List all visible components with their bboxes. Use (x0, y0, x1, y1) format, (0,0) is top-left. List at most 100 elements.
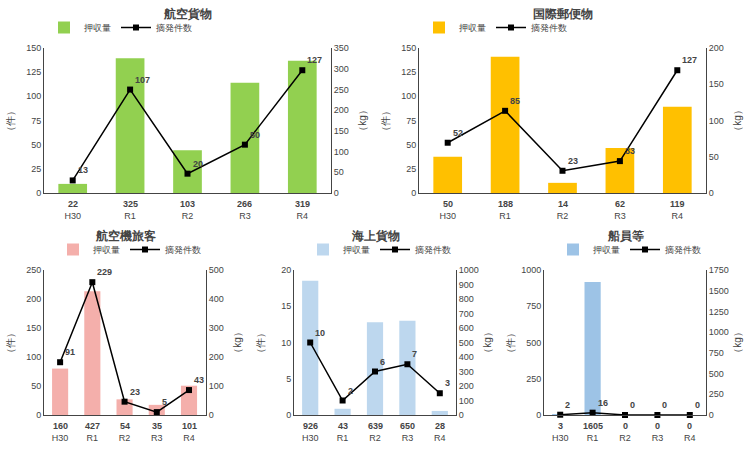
svg-text:150: 150 (401, 43, 416, 53)
svg-text:3: 3 (445, 378, 450, 388)
svg-text:0: 0 (459, 410, 464, 420)
svg-text:6: 6 (380, 357, 385, 367)
svg-text:1605: 1605 (583, 421, 603, 431)
svg-text:700: 700 (459, 309, 474, 319)
svg-text:500: 500 (209, 265, 224, 275)
svg-text:0: 0 (334, 188, 339, 198)
svg-text:R2: R2 (119, 433, 131, 443)
svg-text:300: 300 (459, 367, 474, 377)
svg-text:1250: 1250 (709, 307, 729, 317)
svg-text:100: 100 (26, 91, 41, 101)
svg-text:（件）: （件） (380, 106, 391, 136)
svg-text:R2: R2 (619, 433, 631, 443)
svg-text:100: 100 (26, 352, 41, 362)
svg-text:14: 14 (558, 199, 568, 209)
svg-text:35: 35 (152, 421, 162, 431)
svg-text:押収量: 押収量 (593, 245, 620, 255)
svg-text:100: 100 (459, 396, 474, 406)
svg-text:1000: 1000 (521, 265, 541, 275)
svg-text:0: 0 (695, 400, 700, 410)
svg-text:16: 16 (598, 398, 608, 408)
svg-text:50: 50 (334, 167, 344, 177)
svg-text:0: 0 (630, 400, 635, 410)
svg-text:639: 639 (368, 421, 383, 431)
svg-text:500: 500 (459, 338, 474, 348)
svg-text:（kg）: （kg） (232, 327, 243, 358)
svg-text:107: 107 (135, 75, 150, 85)
svg-text:0: 0 (536, 410, 541, 420)
svg-text:航空貨物: 航空貨物 (163, 7, 212, 21)
svg-text:150: 150 (26, 43, 41, 53)
svg-text:50: 50 (31, 381, 41, 391)
svg-text:33: 33 (625, 146, 635, 156)
svg-text:3: 3 (558, 421, 563, 431)
svg-text:43: 43 (338, 421, 348, 431)
svg-text:7: 7 (412, 349, 417, 359)
svg-text:1750: 1750 (709, 265, 729, 275)
svg-text:800: 800 (459, 294, 474, 304)
svg-text:52: 52 (453, 128, 463, 138)
svg-text:（件）: （件） (5, 328, 16, 358)
svg-text:266: 266 (237, 199, 252, 209)
svg-text:250: 250 (334, 85, 349, 95)
svg-text:（件）: （件） (505, 328, 516, 358)
svg-text:50: 50 (250, 130, 260, 140)
svg-text:20: 20 (193, 159, 203, 169)
svg-text:500: 500 (526, 338, 541, 348)
svg-text:R4: R4 (434, 433, 446, 443)
svg-text:103: 103 (180, 199, 195, 209)
svg-text:200: 200 (209, 352, 224, 362)
svg-text:0: 0 (655, 421, 660, 431)
svg-text:75: 75 (31, 116, 41, 126)
svg-text:50: 50 (443, 199, 453, 209)
svg-text:R4: R4 (297, 211, 309, 221)
svg-text:127: 127 (682, 55, 697, 65)
svg-text:400: 400 (209, 294, 224, 304)
svg-text:0: 0 (209, 410, 214, 420)
svg-text:28: 28 (435, 421, 445, 431)
svg-text:200: 200 (26, 294, 41, 304)
svg-text:0: 0 (623, 421, 628, 431)
svg-text:0: 0 (36, 188, 41, 198)
svg-text:150: 150 (334, 126, 349, 136)
svg-text:0: 0 (411, 188, 416, 198)
svg-text:R1: R1 (124, 211, 136, 221)
svg-text:62: 62 (615, 199, 625, 209)
svg-text:54: 54 (120, 421, 130, 431)
svg-text:R4: R4 (183, 433, 195, 443)
svg-text:350: 350 (334, 43, 349, 53)
svg-text:43: 43 (194, 375, 204, 385)
svg-text:101: 101 (182, 421, 197, 431)
svg-text:926: 926 (303, 421, 318, 431)
svg-text:摘発件数: 摘発件数 (156, 23, 192, 33)
svg-text:0: 0 (286, 410, 291, 420)
svg-text:（kg）: （kg） (482, 327, 493, 358)
svg-text:1500: 1500 (709, 286, 729, 296)
svg-text:1000: 1000 (459, 265, 479, 275)
svg-text:R3: R3 (239, 211, 251, 221)
svg-text:200: 200 (459, 381, 474, 391)
svg-text:摘発件数: 摘発件数 (531, 23, 567, 33)
svg-text:H30: H30 (302, 433, 319, 443)
svg-text:500: 500 (709, 369, 724, 379)
svg-text:2: 2 (348, 386, 353, 396)
svg-text:2: 2 (565, 400, 570, 410)
svg-text:150: 150 (26, 323, 41, 333)
svg-text:25: 25 (31, 164, 41, 174)
svg-text:10: 10 (315, 328, 325, 338)
svg-text:R4: R4 (672, 211, 684, 221)
svg-text:300: 300 (334, 64, 349, 74)
svg-text:船員等: 船員等 (607, 229, 644, 243)
svg-text:91: 91 (65, 347, 75, 357)
svg-text:国際郵便物: 国際郵便物 (533, 7, 593, 21)
svg-text:海上貨物: 海上貨物 (351, 229, 400, 243)
svg-text:125: 125 (401, 67, 416, 77)
svg-text:R2: R2 (182, 211, 194, 221)
svg-text:325: 325 (123, 199, 138, 209)
svg-text:300: 300 (209, 323, 224, 333)
svg-text:摘発件数: 摘発件数 (165, 245, 201, 255)
svg-text:427: 427 (85, 421, 100, 431)
svg-text:119: 119 (670, 199, 685, 209)
svg-text:H30: H30 (64, 211, 81, 221)
svg-text:13: 13 (78, 165, 88, 175)
